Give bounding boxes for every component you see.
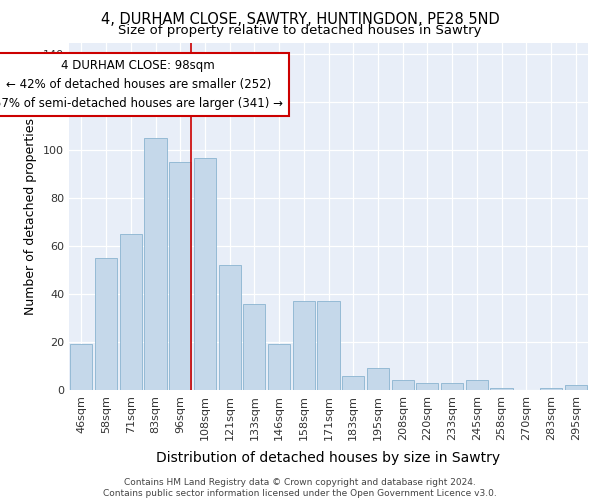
Text: 4, DURHAM CLOSE, SAWTRY, HUNTINGDON, PE28 5ND: 4, DURHAM CLOSE, SAWTRY, HUNTINGDON, PE2…	[101, 12, 499, 28]
X-axis label: Distribution of detached houses by size in Sawtry: Distribution of detached houses by size …	[157, 451, 500, 465]
Bar	[441, 383, 463, 390]
Bar	[218, 266, 241, 390]
Bar	[95, 258, 117, 390]
Bar	[466, 380, 488, 390]
Bar	[293, 302, 315, 390]
Bar	[367, 368, 389, 390]
Bar	[268, 344, 290, 390]
Bar	[540, 388, 562, 390]
Text: Contains HM Land Registry data © Crown copyright and database right 2024.
Contai: Contains HM Land Registry data © Crown c…	[103, 478, 497, 498]
Bar	[490, 388, 512, 390]
Bar	[317, 302, 340, 390]
Text: Size of property relative to detached houses in Sawtry: Size of property relative to detached ho…	[118, 24, 482, 37]
Bar	[145, 138, 167, 390]
Bar	[342, 376, 364, 390]
Text: 4 DURHAM CLOSE: 98sqm
← 42% of detached houses are smaller (252)
57% of semi-det: 4 DURHAM CLOSE: 98sqm ← 42% of detached …	[0, 60, 283, 110]
Y-axis label: Number of detached properties: Number of detached properties	[25, 118, 37, 315]
Bar	[392, 380, 414, 390]
Bar	[565, 385, 587, 390]
Bar	[119, 234, 142, 390]
Bar	[194, 158, 216, 390]
Bar	[416, 383, 439, 390]
Bar	[243, 304, 265, 390]
Bar	[169, 162, 191, 390]
Bar	[70, 344, 92, 390]
